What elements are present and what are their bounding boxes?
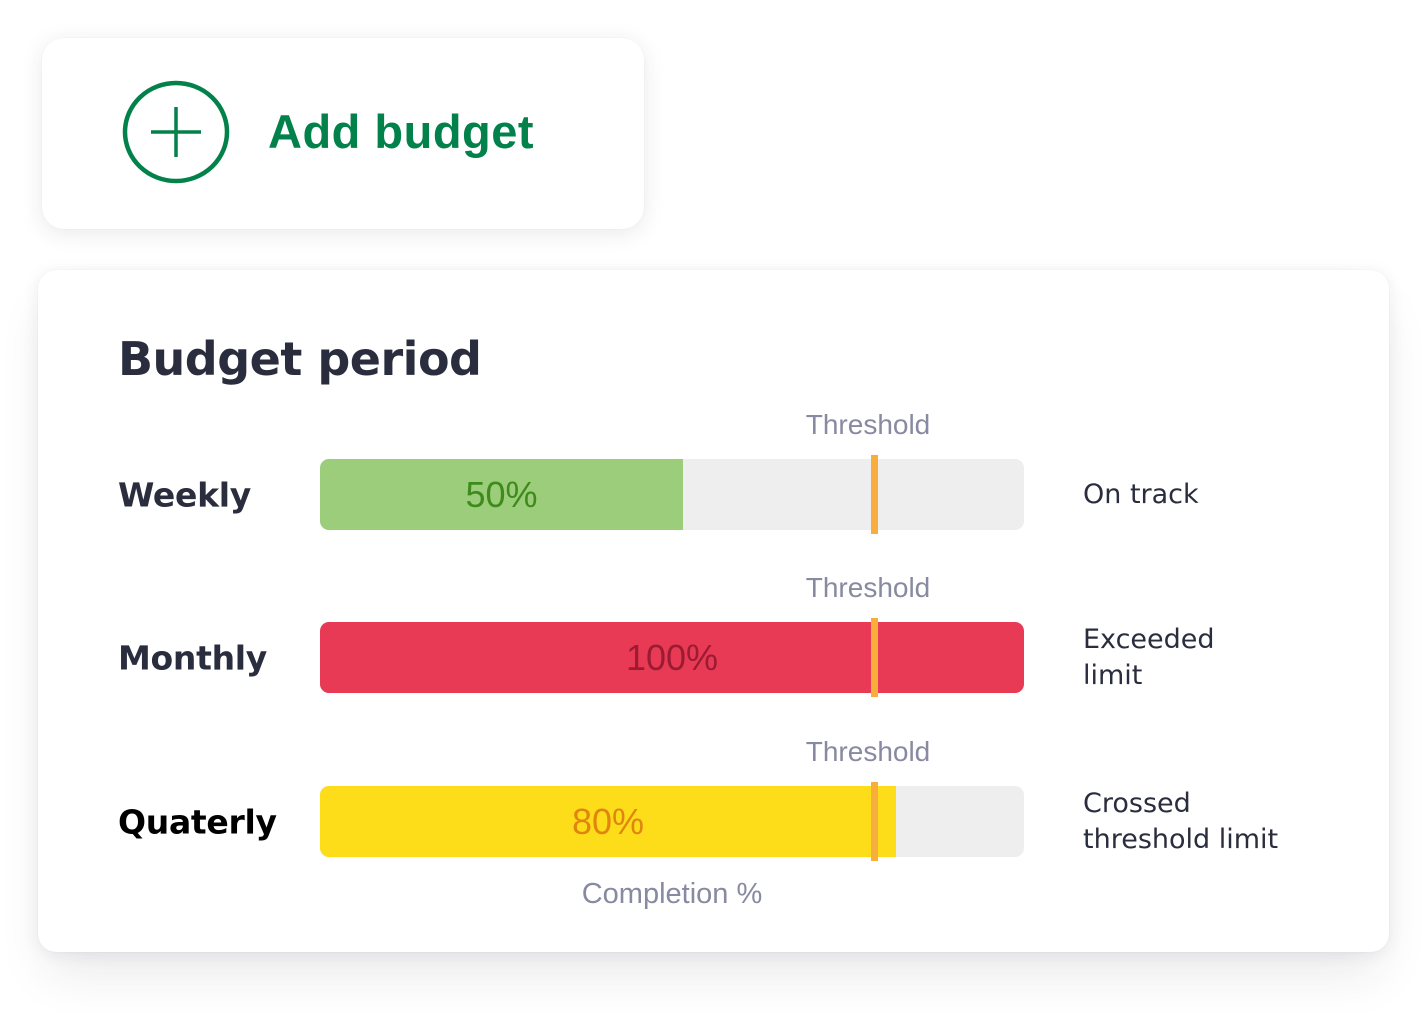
status-text: Exceeded limit xyxy=(1083,622,1343,694)
progress-track: 100% Threshold xyxy=(320,572,1024,697)
row-label: Monthly xyxy=(118,638,267,677)
progress-track: 50% Threshold xyxy=(320,409,1024,534)
status-line-1: Exceeded xyxy=(1083,623,1215,655)
progress-fill: 50% xyxy=(320,459,683,530)
status-label: On track xyxy=(1083,478,1199,510)
progress-fill: 100% xyxy=(320,622,1024,693)
row-label: Weekly xyxy=(118,475,251,514)
status-text: Crossed threshold limit xyxy=(1083,786,1343,858)
status-line-2: limit xyxy=(1083,659,1143,691)
progress-value: 100% xyxy=(625,636,719,678)
progress-value: 50% xyxy=(465,473,538,515)
threshold-marker xyxy=(871,455,878,534)
threshold-label: Threshold xyxy=(805,736,931,767)
plus-circle-icon xyxy=(122,80,230,184)
budget-row-weekly: Weekly 50% Threshold On track xyxy=(38,409,1389,534)
status-text: On track xyxy=(1083,477,1343,513)
progress-track: 80% Threshold xyxy=(320,736,1024,861)
threshold-marker xyxy=(871,782,878,861)
add-budget-button[interactable]: Add budget xyxy=(42,38,644,229)
status-line-2: threshold limit xyxy=(1083,823,1279,855)
x-axis-label: Completion % xyxy=(581,878,763,910)
status-line-1: Crossed xyxy=(1083,787,1191,819)
add-budget-label: Add budget xyxy=(268,105,535,158)
row-label: Quaterly xyxy=(118,802,277,841)
threshold-label: Threshold xyxy=(805,409,931,440)
progress-value: 80% xyxy=(571,800,645,842)
budget-period-card: Budget period Weekly 50% Threshold On tr… xyxy=(38,270,1389,952)
threshold-label: Threshold xyxy=(805,572,931,603)
progress-fill: 80% xyxy=(320,786,896,857)
card-title: Budget period xyxy=(118,332,482,386)
budget-row-quarterly: Quaterly 80% Threshold Crossed threshold… xyxy=(38,736,1389,861)
threshold-marker xyxy=(871,618,878,697)
budget-row-monthly: Monthly 100% Threshold Exceeded limit xyxy=(38,572,1389,697)
